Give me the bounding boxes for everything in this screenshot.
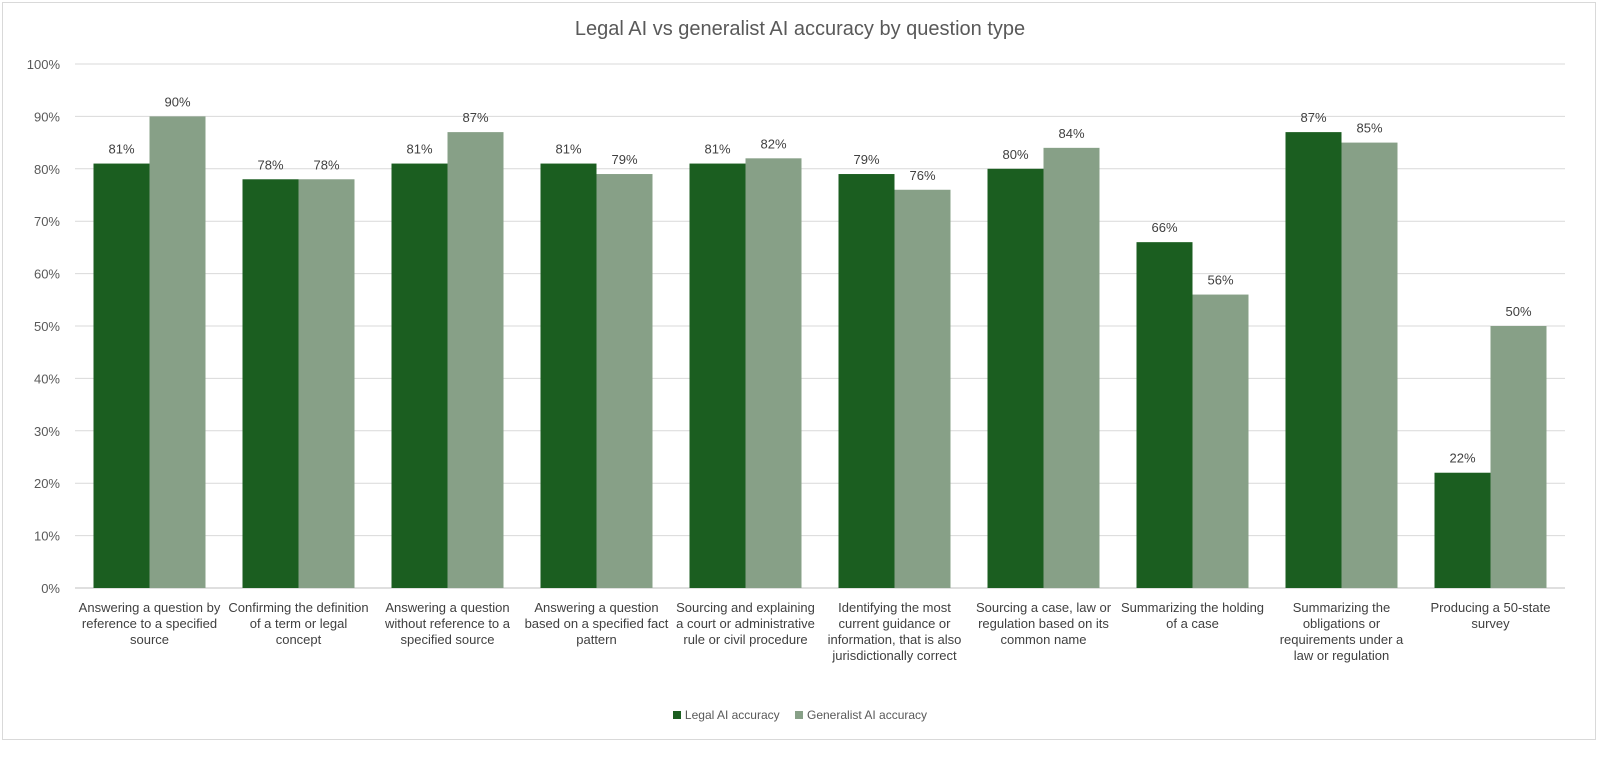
legend-item-generalist: Generalist AI accuracy bbox=[795, 708, 927, 722]
bar-legal bbox=[1136, 242, 1193, 588]
bar-generalist bbox=[894, 189, 951, 588]
legend-swatch bbox=[795, 711, 803, 719]
bar-generalist bbox=[596, 174, 653, 589]
data-label: 81% bbox=[704, 142, 730, 157]
x-tick-label: Sourcing and explaining a court or admin… bbox=[676, 600, 815, 647]
bar-generalist bbox=[447, 132, 504, 588]
data-label: 78% bbox=[313, 157, 339, 172]
bar-generalist bbox=[149, 116, 206, 589]
x-tick-label: Producing a 50-state survey bbox=[1430, 600, 1551, 631]
bar-generalist bbox=[1192, 294, 1249, 588]
chart-title: Legal AI vs generalist AI accuracy by qu… bbox=[574, 18, 1026, 40]
legend-swatch bbox=[672, 711, 681, 719]
y-tick-label: 10% bbox=[34, 529, 60, 544]
y-tick-label: 90% bbox=[34, 109, 60, 124]
data-label: 90% bbox=[164, 94, 190, 109]
bar-legal bbox=[689, 163, 746, 588]
bar-legal bbox=[987, 168, 1044, 589]
bar-generalist bbox=[298, 179, 355, 588]
data-label: 66% bbox=[1151, 220, 1177, 235]
legend: Legal AI accuracy Generalist AI accuracy bbox=[0, 708, 1600, 722]
y-tick-label: 40% bbox=[34, 371, 60, 386]
x-tick-label: Summarizing the holding of a case bbox=[1120, 600, 1265, 631]
data-label: 50% bbox=[1505, 304, 1531, 319]
data-label: 81% bbox=[555, 142, 581, 157]
x-tick-label: Identifying the most current guidance or… bbox=[827, 600, 962, 663]
y-tick-label: 60% bbox=[34, 267, 60, 282]
legend-label: Legal AI accuracy bbox=[684, 708, 780, 722]
y-tick-label: 20% bbox=[34, 476, 60, 491]
y-tick-label: 0% bbox=[41, 581, 60, 596]
y-tick-label: 100% bbox=[27, 57, 61, 72]
y-tick-label: 30% bbox=[34, 424, 60, 439]
bar-generalist bbox=[1341, 142, 1398, 588]
data-label: 80% bbox=[1002, 147, 1028, 162]
data-label: 85% bbox=[1356, 121, 1382, 136]
data-label: 84% bbox=[1058, 126, 1084, 141]
bar-legal bbox=[1434, 472, 1491, 588]
y-tick-label: 70% bbox=[34, 214, 60, 229]
data-label: 81% bbox=[406, 142, 432, 157]
bar-legal bbox=[540, 163, 597, 588]
data-label: 87% bbox=[462, 110, 488, 125]
data-label: 56% bbox=[1207, 273, 1233, 288]
y-tick-label: 50% bbox=[34, 319, 60, 334]
legend-item-legal: Legal AI accuracy bbox=[672, 708, 780, 722]
x-tick-label: Answering a question without reference t… bbox=[384, 600, 511, 647]
bar-legal bbox=[93, 163, 150, 588]
data-label: 87% bbox=[1300, 110, 1326, 125]
chart-frame bbox=[2, 2, 1596, 740]
y-tick-label: 80% bbox=[34, 162, 60, 177]
bar-generalist bbox=[745, 158, 802, 588]
bar-legal bbox=[1285, 132, 1342, 588]
x-tick-label: Summarizing the obligations or requireme… bbox=[1279, 600, 1404, 663]
legend-label: Generalist AI accuracy bbox=[807, 708, 928, 722]
bar-generalist bbox=[1490, 326, 1547, 588]
bar-legal bbox=[838, 174, 895, 589]
x-tick-label: Sourcing a case, law or regulation based… bbox=[975, 600, 1112, 647]
data-label: 78% bbox=[257, 157, 283, 172]
x-tick-label: Answering a question by reference to a s… bbox=[78, 600, 221, 647]
data-label: 81% bbox=[108, 142, 134, 157]
x-tick-label: Answering a question based on a specifie… bbox=[524, 600, 669, 647]
data-label: 22% bbox=[1449, 451, 1475, 466]
bar-legal bbox=[391, 163, 448, 588]
bar-legal bbox=[242, 179, 299, 588]
data-label: 76% bbox=[909, 168, 935, 183]
data-label: 79% bbox=[611, 152, 637, 167]
x-tick-label: Confirming the definition of a term or l… bbox=[228, 600, 369, 647]
data-label: 79% bbox=[853, 152, 879, 167]
bar-generalist bbox=[1043, 147, 1100, 588]
data-label: 82% bbox=[760, 136, 786, 151]
